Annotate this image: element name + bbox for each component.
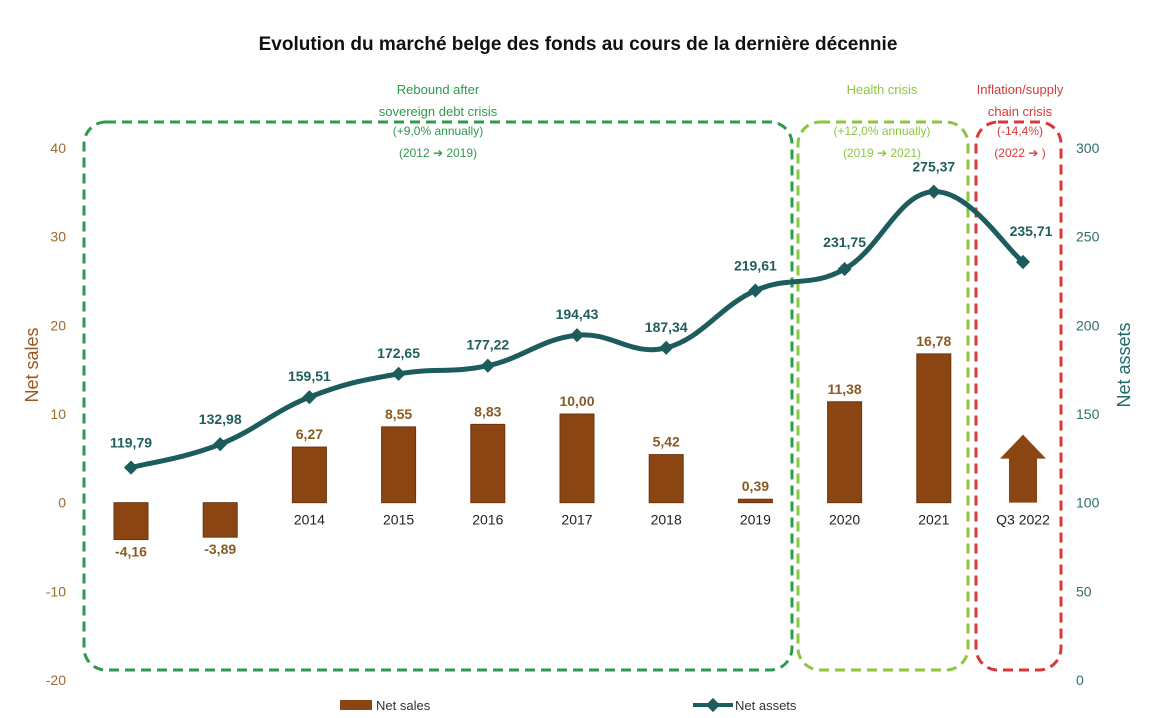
net-assets-line bbox=[128, 189, 1026, 471]
net-sales-label: 5,42 bbox=[653, 434, 680, 450]
net-sales-bar bbox=[737, 498, 773, 504]
net-sales-bar bbox=[648, 454, 684, 504]
net-sales-label: 6,27 bbox=[296, 426, 323, 442]
net-sales-label: -4,16 bbox=[115, 544, 147, 560]
x-tick-label: 2019 bbox=[740, 512, 771, 528]
net-assets-label: 275,37 bbox=[912, 159, 955, 175]
net-sales-label: 11,38 bbox=[827, 381, 861, 397]
net-sales-bar bbox=[113, 502, 149, 541]
right-axis-title: Net assets bbox=[1114, 322, 1134, 407]
net-assets-marker bbox=[837, 261, 852, 277]
net-sales-bar bbox=[916, 353, 952, 504]
right-y-tick: 100 bbox=[1076, 495, 1100, 511]
net-assets-label: 231,75 bbox=[823, 234, 866, 250]
net-assets-label: 159,51 bbox=[288, 368, 331, 384]
left-y-tick: 30 bbox=[50, 229, 66, 245]
net-assets-label: 187,34 bbox=[645, 319, 688, 335]
x-tick-label: Q3 2022 bbox=[996, 512, 1050, 528]
net-assets-marker bbox=[391, 366, 406, 381]
period-text-health: (2019 ➔ 2021) bbox=[843, 146, 921, 160]
period-text-inflation: Inflation/supply bbox=[977, 82, 1064, 97]
chart-title: Evolution du marché belge des fonds au c… bbox=[259, 34, 898, 55]
net-sales-label: 10,00 bbox=[559, 393, 594, 409]
x-tick-label: 2017 bbox=[561, 512, 592, 528]
period-text-health: (+12,0% annually) bbox=[833, 124, 930, 138]
net-assets-marker bbox=[926, 184, 941, 199]
left-y-tick: 40 bbox=[50, 140, 66, 156]
net-assets-marker bbox=[123, 460, 139, 475]
period-text-rebound: Rebound after bbox=[397, 82, 480, 97]
net-sales-label: 8,55 bbox=[385, 406, 412, 422]
legend-marker-net-assets bbox=[705, 697, 721, 713]
net-assets-label: 194,43 bbox=[556, 306, 599, 322]
net-assets-marker bbox=[480, 358, 495, 373]
net-assets-marker bbox=[213, 437, 228, 452]
period-box-health bbox=[796, 120, 970, 672]
net-assets-label: 119,79 bbox=[110, 435, 152, 451]
net-assets-marker bbox=[302, 390, 317, 405]
period-text-inflation: chain crisis bbox=[988, 104, 1053, 119]
net-assets-label: 132,98 bbox=[199, 411, 242, 427]
left-y-tick: 20 bbox=[50, 317, 66, 333]
x-tick-label: 2020 bbox=[829, 512, 860, 528]
period-text-inflation: (-14,4%) bbox=[997, 124, 1043, 138]
net-sales-label: 8,83 bbox=[474, 403, 501, 419]
net-assets-marker bbox=[659, 340, 674, 355]
legend-label-net-sales: Net sales bbox=[376, 698, 431, 713]
legend-swatch-net-sales bbox=[340, 700, 372, 710]
x-tick-label: 2018 bbox=[651, 512, 682, 528]
net-assets-label: 219,61 bbox=[734, 258, 777, 274]
net-assets-label: 172,65 bbox=[377, 345, 420, 361]
period-text-inflation: (2022 ➔ ) bbox=[994, 146, 1045, 160]
up-arrow-icon bbox=[1000, 434, 1046, 503]
period-box-rebound bbox=[82, 120, 794, 672]
net-assets-label: 235,71 bbox=[1010, 223, 1053, 239]
right-y-tick: 250 bbox=[1076, 229, 1100, 245]
net-sales-bar bbox=[291, 446, 327, 504]
left-y-tick: -10 bbox=[46, 583, 66, 599]
right-y-tick: 200 bbox=[1076, 317, 1100, 333]
x-tick-label: 2014 bbox=[294, 512, 325, 528]
net-sales-label: -3,89 bbox=[204, 541, 236, 557]
net-assets-marker bbox=[1015, 254, 1031, 270]
x-tick-label: 2016 bbox=[472, 512, 503, 528]
net-assets-label: 177,22 bbox=[466, 337, 509, 353]
net-sales-label: 0,39 bbox=[742, 478, 769, 494]
period-text-rebound: (2012 ➔ 2019) bbox=[399, 146, 477, 160]
net-sales-bar bbox=[470, 423, 506, 504]
net-sales-bar bbox=[827, 401, 863, 504]
net-sales-bar bbox=[559, 413, 595, 504]
left-y-tick: 10 bbox=[50, 406, 66, 422]
left-axis-title: Net sales bbox=[22, 327, 42, 402]
net-sales-bar bbox=[381, 426, 417, 504]
x-tick-label: 2021 bbox=[918, 512, 949, 528]
period-text-rebound: sovereign debt crisis bbox=[379, 104, 498, 119]
right-y-tick: 300 bbox=[1076, 140, 1100, 156]
net-sales-label: 16,78 bbox=[916, 333, 951, 349]
left-y-tick: 0 bbox=[58, 495, 66, 511]
right-y-tick: 50 bbox=[1076, 583, 1092, 599]
period-text-health: Health crisis bbox=[847, 82, 918, 97]
right-y-tick: 150 bbox=[1076, 406, 1100, 422]
period-box-inflation bbox=[974, 120, 1063, 672]
left-y-tick: -20 bbox=[46, 672, 66, 688]
net-sales-bar bbox=[202, 502, 238, 538]
period-text-rebound: (+9,0% annually) bbox=[393, 124, 483, 138]
legend-label-net-assets: Net assets bbox=[735, 698, 797, 713]
x-tick-label: 2015 bbox=[383, 512, 414, 528]
net-assets-marker bbox=[748, 283, 763, 298]
net-assets-marker bbox=[569, 328, 585, 343]
right-y-tick: 0 bbox=[1076, 672, 1084, 688]
